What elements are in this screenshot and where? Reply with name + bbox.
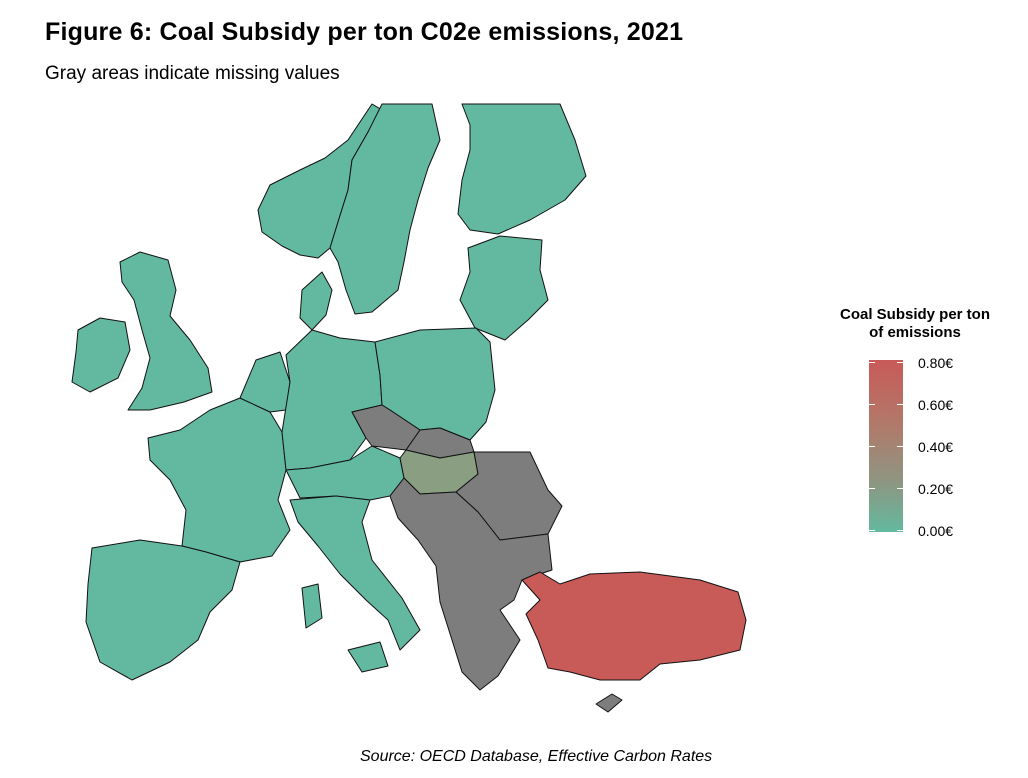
legend-tick-label: 0.00€: [918, 523, 954, 539]
region-sardinia: [301, 583, 323, 629]
region-denmark: [299, 271, 333, 331]
region-finland: [457, 103, 587, 235]
legend-tick-mark: [869, 530, 903, 531]
region-iberia: [85, 539, 241, 681]
legend-tick-mark: [869, 362, 903, 363]
region-uk: [119, 251, 213, 411]
legend-tick-mark: [869, 446, 903, 447]
chart-title: Figure 6: Coal Subsidy per ton C02e emis…: [45, 18, 684, 46]
legend-tick-label: 0.80€: [918, 355, 954, 371]
region-balkans: [389, 477, 553, 691]
region-italy: [289, 495, 421, 651]
region-turkey: [521, 571, 747, 681]
legend-title: Coal Subsidy per ton of emissions: [810, 306, 1020, 342]
legend-tick-label: 0.20€: [918, 481, 954, 497]
legend-tick-label: 0.40€: [918, 439, 954, 455]
legend-tick-label: 0.60€: [918, 397, 954, 413]
legend-title-line1: Coal Subsidy per ton: [839, 306, 990, 323]
region-sicily: [347, 641, 389, 673]
chart-subtitle: Gray areas indicate missing values: [45, 63, 340, 84]
region-baltics: [459, 235, 549, 341]
legend-title-line2: of emissions: [869, 324, 961, 341]
region-ireland: [71, 317, 131, 393]
source-caption: Source: OECD Database, Effective Carbon …: [360, 748, 713, 765]
europe-map: [71, 103, 747, 713]
region-cyprus: [595, 693, 623, 713]
legend-tick-mark: [869, 404, 903, 405]
region-france: [147, 397, 291, 563]
legend-tick-mark: [869, 488, 903, 489]
region-sweden: [329, 103, 441, 315]
